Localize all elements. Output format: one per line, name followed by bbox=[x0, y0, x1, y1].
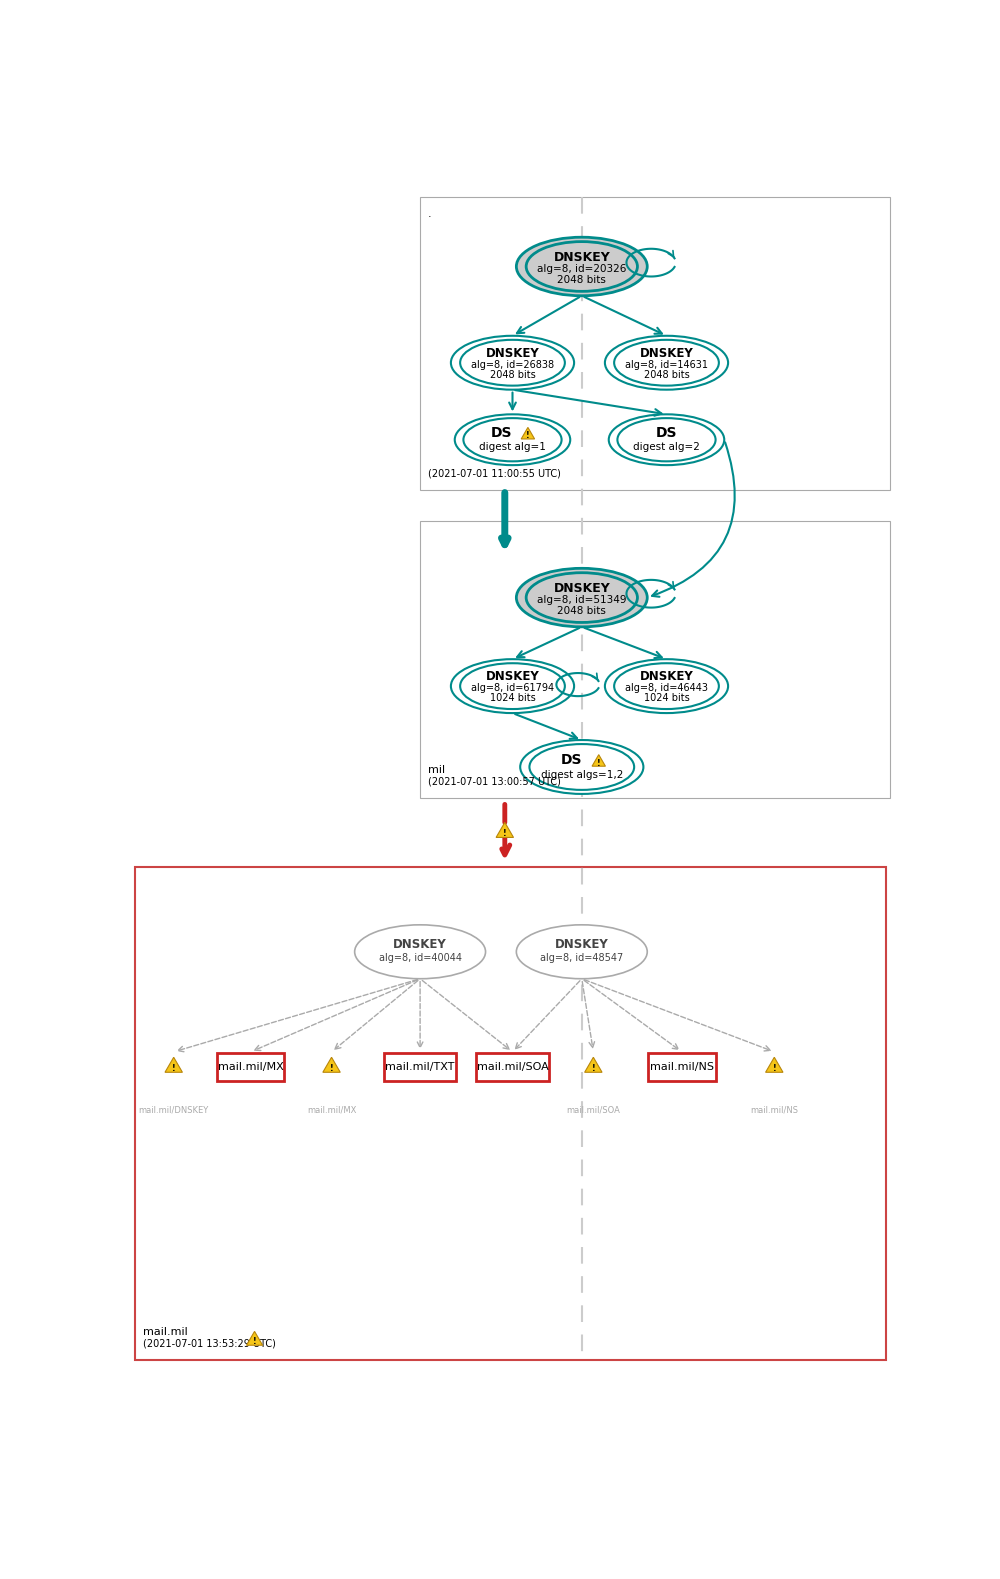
Text: mail.mil/NS: mail.mil/NS bbox=[750, 1105, 798, 1115]
Bar bbox=[420, 521, 890, 797]
Text: DNSKEY: DNSKEY bbox=[393, 938, 447, 951]
Text: !: ! bbox=[526, 431, 530, 441]
Text: DNSKEY: DNSKEY bbox=[640, 347, 693, 360]
Text: 1024 bits: 1024 bits bbox=[490, 693, 535, 704]
Text: alg=8, id=26838: alg=8, id=26838 bbox=[471, 360, 554, 369]
Text: 2048 bits: 2048 bits bbox=[490, 369, 535, 381]
Text: .: . bbox=[428, 208, 431, 219]
Text: (2021-07-01 13:53:29 UTC): (2021-07-01 13:53:29 UTC) bbox=[143, 1339, 276, 1348]
Text: !: ! bbox=[503, 829, 507, 838]
Text: alg=8, id=20326: alg=8, id=20326 bbox=[537, 264, 626, 273]
Text: DNSKEY: DNSKEY bbox=[486, 671, 539, 684]
Polygon shape bbox=[323, 1058, 340, 1072]
Text: digest algs=1,2: digest algs=1,2 bbox=[541, 769, 623, 780]
Text: !: ! bbox=[772, 1064, 776, 1072]
Text: !: ! bbox=[592, 1064, 595, 1072]
Text: alg=8, id=40044: alg=8, id=40044 bbox=[379, 954, 462, 963]
Text: !: ! bbox=[172, 1064, 176, 1072]
Ellipse shape bbox=[526, 242, 637, 292]
Text: alg=8, id=46443: alg=8, id=46443 bbox=[625, 684, 708, 693]
Text: DNSKEY: DNSKEY bbox=[555, 938, 609, 951]
Ellipse shape bbox=[529, 744, 634, 790]
Text: digest alg=1: digest alg=1 bbox=[479, 442, 546, 453]
Bar bbox=[476, 1053, 549, 1082]
Text: alg=8, id=14631: alg=8, id=14631 bbox=[625, 360, 708, 369]
Ellipse shape bbox=[451, 658, 574, 714]
Polygon shape bbox=[766, 1058, 783, 1072]
Text: DNSKEY: DNSKEY bbox=[640, 671, 693, 684]
Ellipse shape bbox=[516, 237, 647, 295]
Text: !: ! bbox=[597, 758, 601, 767]
Polygon shape bbox=[247, 1331, 263, 1345]
Bar bbox=[420, 197, 890, 489]
Polygon shape bbox=[521, 428, 535, 439]
Bar bbox=[384, 1053, 456, 1082]
Ellipse shape bbox=[355, 925, 486, 979]
Text: DNSKEY: DNSKEY bbox=[553, 581, 610, 595]
Text: mail.mil/TXT: mail.mil/TXT bbox=[385, 1063, 455, 1072]
Text: DS: DS bbox=[560, 753, 582, 767]
Text: 2048 bits: 2048 bits bbox=[557, 275, 606, 284]
Text: mil: mil bbox=[428, 764, 445, 775]
Text: mail.mil/NS: mail.mil/NS bbox=[650, 1063, 714, 1072]
Bar bbox=[135, 867, 886, 1360]
Polygon shape bbox=[585, 1058, 602, 1072]
Ellipse shape bbox=[451, 336, 574, 390]
Text: mail.mil/MX: mail.mil/MX bbox=[218, 1063, 284, 1072]
Ellipse shape bbox=[460, 663, 565, 709]
Text: (2021-07-01 11:00:55 UTC): (2021-07-01 11:00:55 UTC) bbox=[428, 469, 561, 478]
Ellipse shape bbox=[516, 925, 647, 979]
Ellipse shape bbox=[526, 573, 637, 622]
Text: (2021-07-01 13:00:57 UTC): (2021-07-01 13:00:57 UTC) bbox=[428, 777, 561, 786]
Text: DNSKEY: DNSKEY bbox=[553, 251, 610, 264]
Ellipse shape bbox=[617, 418, 716, 461]
Text: DNSKEY: DNSKEY bbox=[486, 347, 539, 360]
Text: DS: DS bbox=[656, 426, 677, 441]
Bar bbox=[217, 1053, 284, 1082]
Text: alg=8, id=61794: alg=8, id=61794 bbox=[471, 684, 554, 693]
Text: mail.mil/SOA: mail.mil/SOA bbox=[477, 1063, 548, 1072]
Polygon shape bbox=[592, 755, 605, 766]
Text: mail.mil/MX: mail.mil/MX bbox=[307, 1105, 356, 1115]
Text: mail.mil/DNSKEY: mail.mil/DNSKEY bbox=[139, 1105, 209, 1115]
Text: mail.mil/SOA: mail.mil/SOA bbox=[566, 1105, 620, 1115]
Text: digest alg=2: digest alg=2 bbox=[633, 442, 700, 453]
Ellipse shape bbox=[463, 418, 562, 461]
Text: 1024 bits: 1024 bits bbox=[644, 693, 689, 704]
Ellipse shape bbox=[520, 741, 643, 794]
Ellipse shape bbox=[609, 414, 724, 466]
Ellipse shape bbox=[605, 658, 728, 714]
Text: mail.mil: mail.mil bbox=[143, 1326, 188, 1337]
Text: alg=8, id=48547: alg=8, id=48547 bbox=[540, 954, 623, 963]
Text: 2048 bits: 2048 bits bbox=[557, 606, 606, 616]
Ellipse shape bbox=[516, 568, 647, 627]
Text: DS: DS bbox=[491, 426, 512, 441]
Text: 2048 bits: 2048 bits bbox=[644, 369, 689, 381]
Text: !: ! bbox=[253, 1337, 256, 1345]
Ellipse shape bbox=[460, 339, 565, 385]
Polygon shape bbox=[165, 1058, 182, 1072]
Polygon shape bbox=[496, 823, 514, 837]
Ellipse shape bbox=[614, 663, 719, 709]
Ellipse shape bbox=[605, 336, 728, 390]
Text: !: ! bbox=[330, 1064, 333, 1072]
Ellipse shape bbox=[455, 414, 570, 466]
Ellipse shape bbox=[614, 339, 719, 385]
Text: alg=8, id=51349: alg=8, id=51349 bbox=[537, 595, 627, 605]
Bar bbox=[648, 1053, 716, 1082]
